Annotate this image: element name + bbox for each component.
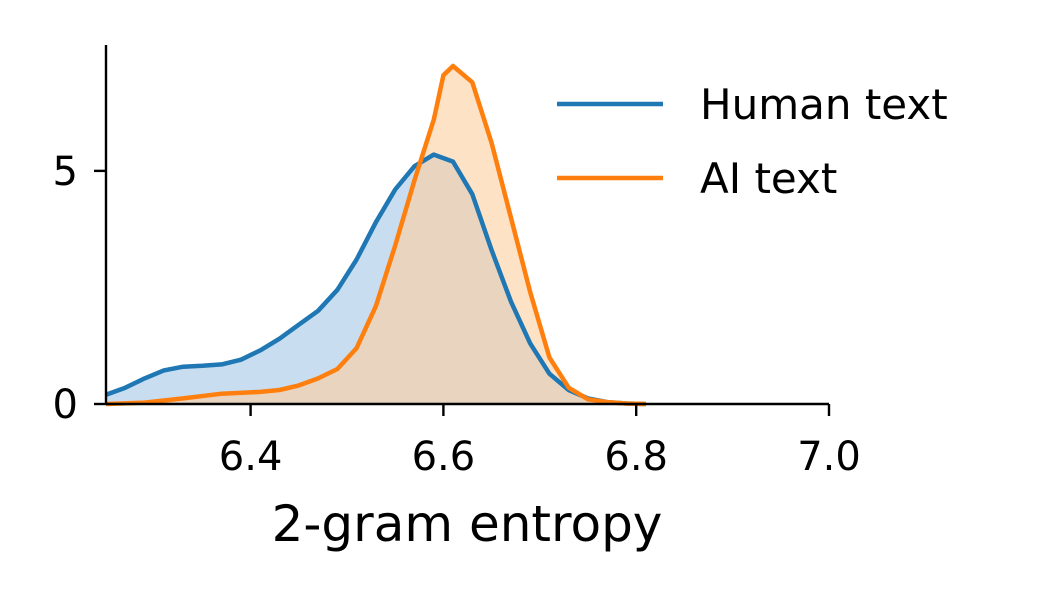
x-axis-label: 2-gram entropy [272,495,663,553]
y-tick-label: 5 [53,149,78,195]
legend-label: Human text [700,80,948,129]
legend-item-ai-text: AI text [557,154,837,203]
series-areas [106,66,646,404]
x-tick-label: 6.8 [604,434,668,480]
y-tick-label: 0 [53,382,78,428]
legend: Human text AI text [557,80,948,203]
legend-label: AI text [700,154,837,203]
x-ticks: 6.4 6.6 6.8 7.0 [219,404,861,480]
x-axis: 6.4 6.6 6.8 7.0 [106,402,861,480]
x-tick-label: 6.4 [219,434,283,480]
y-axis: 05 [53,45,108,428]
y-ticks: 05 [53,149,106,428]
human-text-density-line [105,152,646,407]
x-tick-label: 6.6 [412,434,476,480]
legend-item-human-text: Human text [557,80,948,129]
ai-text-density-line [105,63,646,407]
series-lines [105,63,646,407]
ai-text-density-area [106,66,646,404]
x-tick-label: 7.0 [797,434,861,480]
